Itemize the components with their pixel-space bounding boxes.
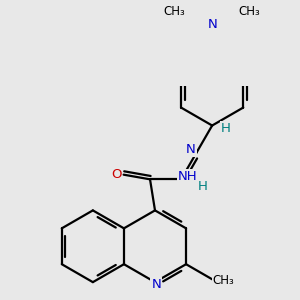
Text: N: N — [152, 278, 161, 291]
Text: H: H — [198, 180, 208, 193]
Text: N: N — [186, 143, 196, 156]
Text: H: H — [221, 122, 231, 135]
Text: CH₃: CH₃ — [213, 274, 234, 287]
Text: N: N — [207, 18, 217, 32]
Text: O: O — [111, 167, 122, 181]
Text: CH₃: CH₃ — [239, 5, 260, 18]
Text: NH: NH — [178, 170, 197, 183]
Text: CH₃: CH₃ — [164, 5, 186, 18]
